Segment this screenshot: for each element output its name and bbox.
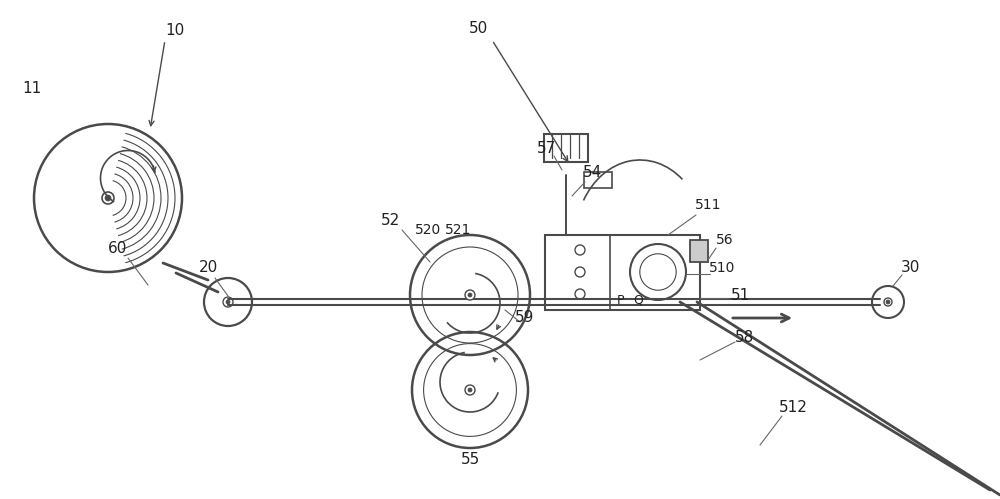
Bar <box>584 172 612 188</box>
Circle shape <box>468 293 472 297</box>
Circle shape <box>465 290 475 300</box>
Bar <box>690 240 708 262</box>
Text: 55: 55 <box>460 453 480 468</box>
Text: Q: Q <box>633 293 643 306</box>
Circle shape <box>884 298 892 306</box>
Text: 520: 520 <box>415 223 441 237</box>
Text: 58: 58 <box>735 330 755 345</box>
Text: 10: 10 <box>165 22 185 37</box>
Text: 512: 512 <box>779 401 807 416</box>
Text: P: P <box>616 293 624 306</box>
Text: 59: 59 <box>515 310 535 325</box>
Circle shape <box>223 297 233 307</box>
Text: 20: 20 <box>198 260 218 275</box>
Bar <box>545 235 700 310</box>
Text: 60: 60 <box>108 241 128 255</box>
Text: 50: 50 <box>468 20 488 35</box>
Circle shape <box>465 385 475 395</box>
Bar <box>544 134 588 162</box>
Text: 521: 521 <box>445 223 471 237</box>
Text: 56: 56 <box>716 233 734 247</box>
Text: 52: 52 <box>380 213 400 228</box>
Circle shape <box>102 192 114 204</box>
Circle shape <box>105 195 111 201</box>
Circle shape <box>886 300 890 304</box>
Circle shape <box>226 300 230 304</box>
Circle shape <box>468 388 472 392</box>
Text: 51: 51 <box>730 287 750 302</box>
Text: 57: 57 <box>536 141 556 156</box>
Text: 30: 30 <box>900 260 920 275</box>
Text: 510: 510 <box>709 261 735 275</box>
Text: 11: 11 <box>22 80 42 95</box>
Text: 511: 511 <box>695 198 721 212</box>
Text: 54: 54 <box>582 165 602 180</box>
